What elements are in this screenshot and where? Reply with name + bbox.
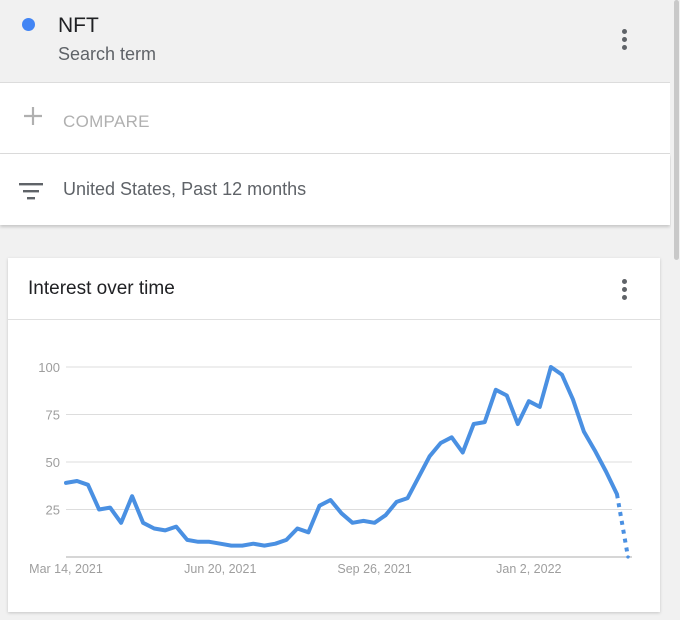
data-point <box>339 511 344 515</box>
data-point <box>472 422 476 426</box>
x-tick-label: Jun 20, 2021 <box>184 562 256 576</box>
data-point <box>406 496 410 500</box>
y-tick-label: 25 <box>46 503 60 518</box>
y-tick-label: 75 <box>46 408 60 423</box>
data-point <box>306 530 311 534</box>
data-point <box>284 538 288 542</box>
data-point <box>240 544 244 548</box>
compare-label: COMPARE <box>63 112 150 131</box>
data-point <box>626 555 630 559</box>
data-point <box>439 441 443 445</box>
data-point <box>538 405 542 409</box>
data-point <box>273 542 277 546</box>
scrollbar-track[interactable] <box>671 0 680 620</box>
x-tick-label: Mar 14, 2021 <box>29 562 103 576</box>
filter-summary: United States, Past 12 months <box>63 179 307 199</box>
x-tick-label: Jan 2, 2022 <box>496 562 561 576</box>
y-tick-label: 100 <box>38 360 60 375</box>
data-point <box>64 481 68 485</box>
series-color-dot <box>22 18 35 31</box>
data-point <box>372 521 377 525</box>
data-point <box>75 479 79 483</box>
data-point <box>615 492 619 496</box>
data-point <box>428 454 432 458</box>
data-point <box>97 507 101 512</box>
region-time-filter[interactable]: United States, Past 12 months <box>0 154 670 225</box>
filter-icon <box>19 183 43 200</box>
y-tick-label: 50 <box>46 455 60 470</box>
data-point <box>152 526 156 531</box>
data-point <box>108 506 112 510</box>
data-point <box>174 525 178 529</box>
data-point <box>207 540 211 544</box>
data-point <box>571 397 575 401</box>
data-point <box>604 469 608 474</box>
data-point <box>119 521 123 525</box>
interest-series-line <box>64 365 619 548</box>
data-point <box>383 513 388 517</box>
data-point <box>295 526 300 531</box>
data-point <box>483 420 487 424</box>
data-point <box>582 430 586 434</box>
chart-more-options-icon[interactable] <box>612 274 636 304</box>
data-point <box>317 504 322 508</box>
interest-over-time-card: Interest over time 25 50 75 100 Mar 14, 2021… <box>8 258 660 612</box>
interest-line-chart: 25 50 75 100 Mar 14, 2021 Jun 20, 2021 Sep 26,… <box>29 360 632 576</box>
data-point <box>516 422 520 426</box>
x-tick-label: Sep 26, 2021 <box>337 562 411 576</box>
data-point <box>549 365 553 369</box>
data-point <box>251 542 255 546</box>
data-point <box>494 388 498 392</box>
data-point <box>130 494 134 498</box>
data-point <box>560 373 564 377</box>
search-term-name[interactable]: NFT <box>58 14 99 37</box>
data-point <box>218 542 222 546</box>
compare-button[interactable]: COMPARE <box>0 83 670 154</box>
data-point <box>141 521 145 525</box>
scrollbar-thumb[interactable] <box>674 0 679 260</box>
data-point <box>196 540 200 544</box>
search-term-type: Search term <box>58 44 157 64</box>
data-point <box>450 435 454 439</box>
chart-title: Interest over time <box>28 278 175 299</box>
data-point <box>361 519 366 523</box>
data-point <box>163 528 167 532</box>
data-point <box>328 498 333 502</box>
data-point <box>86 483 90 487</box>
data-point <box>527 399 531 403</box>
data-point <box>417 475 421 479</box>
data-point <box>505 393 509 398</box>
data-point <box>262 544 266 548</box>
plus-icon <box>24 107 42 125</box>
term-more-options-icon[interactable] <box>612 24 636 54</box>
data-point <box>185 538 189 542</box>
interest-partial-data-line <box>615 493 630 558</box>
data-point <box>350 521 355 525</box>
chart-header-divider <box>8 319 660 320</box>
data-point <box>593 449 597 453</box>
search-term-card: NFT Search term <box>0 0 670 83</box>
data-point <box>394 500 399 504</box>
data-point <box>461 450 465 455</box>
data-point <box>229 544 233 548</box>
